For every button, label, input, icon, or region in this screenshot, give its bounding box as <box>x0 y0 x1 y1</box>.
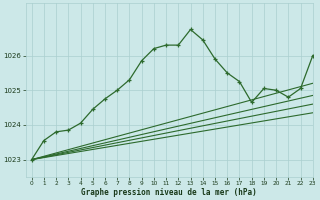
X-axis label: Graphe pression niveau de la mer (hPa): Graphe pression niveau de la mer (hPa) <box>81 188 257 197</box>
